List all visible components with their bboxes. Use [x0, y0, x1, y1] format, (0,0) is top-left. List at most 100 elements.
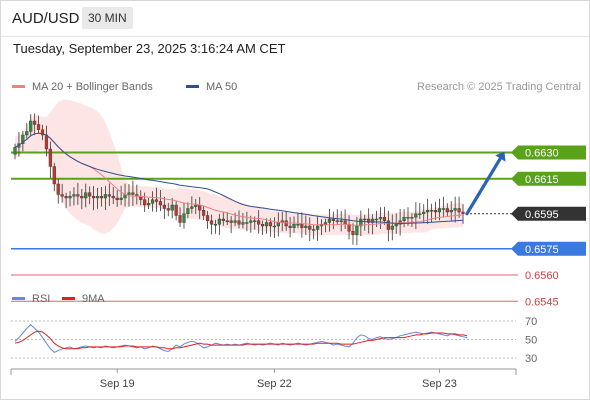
candle-body [429, 210, 434, 212]
timeframe-badge[interactable]: 30 MIN [82, 7, 133, 29]
candle-body [382, 217, 387, 221]
time-tick-label: Sep 19 [100, 378, 135, 390]
ma50-line [14, 132, 464, 225]
candle-body [410, 217, 414, 219]
level-label-box [511, 145, 586, 160]
candle-body [162, 204, 166, 209]
level-label: 0.6630 [525, 148, 559, 160]
candle-body [190, 206, 194, 209]
rsi-ma-line [14, 330, 468, 350]
candle-body [418, 213, 422, 215]
candle-body [64, 196, 68, 199]
candle-body [88, 192, 92, 197]
candle-body [205, 215, 210, 221]
candle-body [174, 204, 178, 216]
candle-body [209, 220, 214, 225]
credit-text: Research © 2025 Trading Central [417, 81, 581, 93]
candle-body [308, 225, 312, 230]
candle-body [48, 148, 52, 167]
candle-body [343, 220, 347, 225]
rsi-panel: RSI 9MA 70 50 30 [11, 293, 537, 365]
candle-body [292, 224, 296, 228]
candlesticks [13, 113, 465, 246]
candle-body [351, 231, 355, 235]
candle-body [154, 199, 159, 202]
candle-body [363, 218, 367, 221]
candle-body [44, 134, 49, 150]
candle-body [260, 224, 265, 227]
candle-body [178, 215, 182, 223]
legend-swatch [62, 297, 75, 300]
candle-body [390, 225, 394, 230]
candle-body [182, 213, 186, 223]
time-axis: Sep 19 Sep 22 Sep 23 [10, 368, 517, 390]
candle-body [229, 220, 233, 223]
level-labels: 0.6630 0.6615 0.6595 0.6575 0.6560 0.6545 [511, 145, 586, 308]
candle-body [40, 129, 45, 136]
candle-body [60, 194, 64, 197]
key-levels [11, 151, 518, 302]
chart-header: AUD/USD 30 MIN [0, 0, 590, 37]
candle-body [213, 224, 218, 226]
candle-body [221, 218, 225, 221]
legend-label: 9MA [82, 293, 105, 305]
candle-body [115, 197, 119, 200]
candle-body [91, 196, 96, 199]
candle-body [359, 218, 363, 227]
candle-body [95, 196, 100, 199]
main-legend: MA 20 + Bollinger Bands MA 50 Research © 2… [12, 81, 581, 93]
candle-body [316, 225, 320, 230]
candle-body [257, 220, 261, 225]
candle-body [378, 217, 383, 220]
candle-body [147, 203, 151, 206]
candle-body [327, 218, 331, 223]
candle-body [107, 194, 111, 197]
candle-body [268, 222, 273, 227]
candle-body [394, 224, 398, 227]
candle-body [441, 208, 445, 210]
candle-body [422, 211, 426, 214]
legend-swatch [186, 85, 199, 88]
candle-body [111, 196, 115, 199]
candle-body [233, 220, 237, 223]
candle-body [80, 196, 84, 199]
candle-body [457, 208, 461, 213]
candle-body [99, 196, 104, 199]
candle-body [272, 225, 276, 228]
candle-body [355, 225, 359, 235]
candle-body [264, 222, 269, 227]
candle-body [143, 199, 147, 206]
candle-body [13, 147, 17, 155]
candle-body [25, 131, 29, 136]
moving-averages [14, 132, 464, 226]
legend-label: MA 50 [206, 81, 237, 93]
rsi-tick-label: 70 [525, 316, 537, 328]
candle-body [127, 192, 131, 195]
candle-body [445, 208, 449, 213]
bollinger-band-area [15, 99, 463, 236]
level-label: 0.6595 [525, 209, 559, 221]
time-tick-label: Sep 23 [422, 378, 457, 390]
candle-body [170, 204, 174, 211]
candle-body [217, 218, 221, 225]
level-label: 0.6545 [525, 296, 559, 308]
datetime-label: Tuesday, September 23, 2025 3:16:24 AM C… [13, 41, 286, 56]
candle-body [33, 120, 37, 125]
legend-swatch [12, 85, 25, 88]
symbol-title: AUD/USD [12, 10, 80, 27]
candle-body [276, 222, 280, 227]
level-label: 0.6615 [525, 174, 559, 186]
candle-body [323, 222, 328, 225]
candle-body [304, 225, 308, 228]
level-label-box [511, 241, 586, 256]
candle-body [245, 222, 249, 224]
forecast-arrow-shaft [465, 156, 502, 216]
candle-body [367, 218, 371, 223]
candle-body [119, 197, 123, 200]
rsi-tick-label: 50 [525, 335, 537, 347]
candle-body [202, 210, 206, 216]
legend-label: MA 20 + Bollinger Bands [32, 81, 153, 93]
candle-body [198, 204, 202, 211]
